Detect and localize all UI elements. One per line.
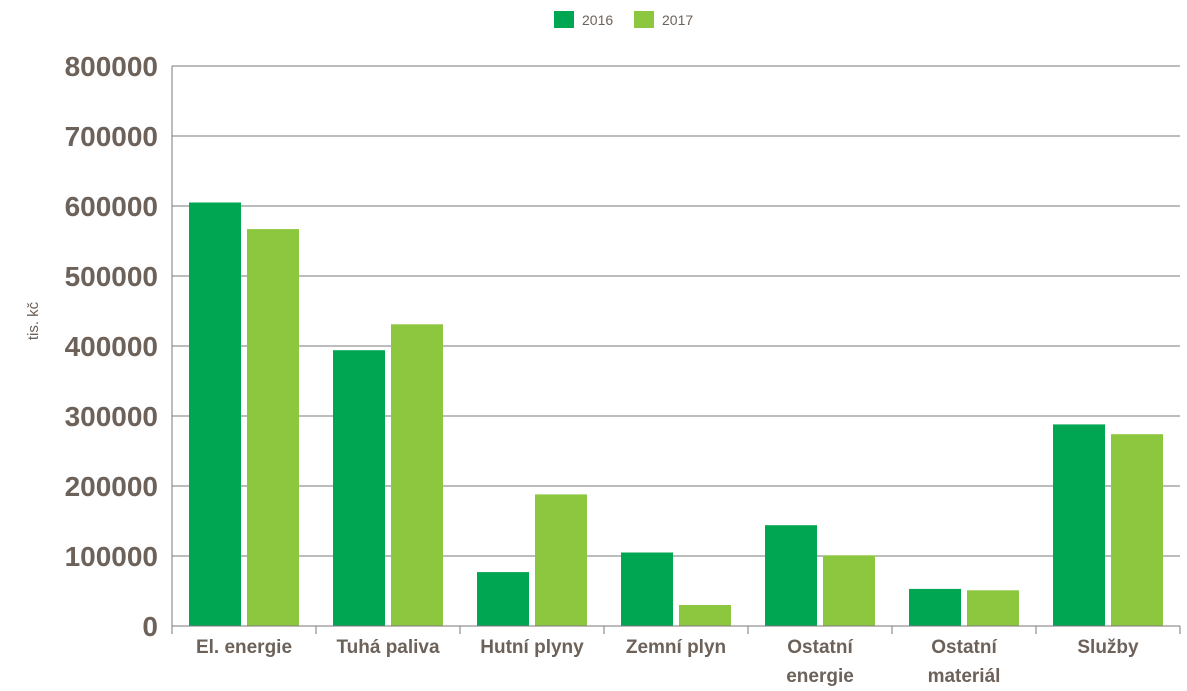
legend-swatch-2016 xyxy=(554,11,574,28)
bar-2017 xyxy=(967,590,1019,626)
x-tick-label: Zemní plyn xyxy=(626,637,726,658)
x-axis-ticks: El. energie Tuhá paliva Hutní plyny Zemní p… xyxy=(196,637,1139,687)
bar-2017 xyxy=(247,229,299,626)
bar-2017 xyxy=(391,324,443,626)
gridlines xyxy=(172,65,1180,557)
x-tick-label: Hutní plyny xyxy=(480,637,584,658)
bar-2017 xyxy=(679,605,731,626)
y-axis-label: tis. kč xyxy=(25,301,42,340)
x-tick-label: Služby xyxy=(1077,637,1139,658)
y-tick-label: 700000 xyxy=(65,121,158,152)
y-tick-label: 300000 xyxy=(65,401,158,432)
x-axis xyxy=(171,66,1181,634)
y-tick-label: 200000 xyxy=(65,471,158,502)
legend-label-2016: 2016 xyxy=(582,12,613,28)
x-tick-label: El. energie xyxy=(196,637,292,658)
bar-2016 xyxy=(189,202,241,626)
y-tick-label: 400000 xyxy=(65,331,158,362)
bar-2016 xyxy=(333,350,385,626)
bar-2017 xyxy=(823,555,875,626)
y-axis-ticks: 0 100000 200000 300000 400000 500000 600000 700… xyxy=(65,51,158,642)
y-tick-label: 0 xyxy=(142,611,158,642)
bar-2017 xyxy=(1111,434,1163,626)
bars xyxy=(189,202,1163,626)
y-tick-label: 500000 xyxy=(65,261,158,292)
x-tick-label: Ostatní materiál xyxy=(928,637,1001,687)
bar-2016 xyxy=(621,552,673,626)
legend: 2016 2017 xyxy=(554,11,693,28)
legend-swatch-2017 xyxy=(634,11,654,28)
x-tick-label: Ostatní energie xyxy=(786,637,854,687)
y-tick-label: 800000 xyxy=(65,51,158,82)
y-tick-label: 100000 xyxy=(65,541,158,572)
bar-2016 xyxy=(477,572,529,626)
y-tick-label: 600000 xyxy=(65,191,158,222)
x-tick-label: Tuhá paliva xyxy=(336,637,440,658)
bar-2016 xyxy=(765,525,817,626)
legend-label-2017: 2017 xyxy=(662,12,693,28)
bar-2016 xyxy=(1053,424,1105,626)
bar-2017 xyxy=(535,494,587,626)
bar-2016 xyxy=(909,588,961,626)
